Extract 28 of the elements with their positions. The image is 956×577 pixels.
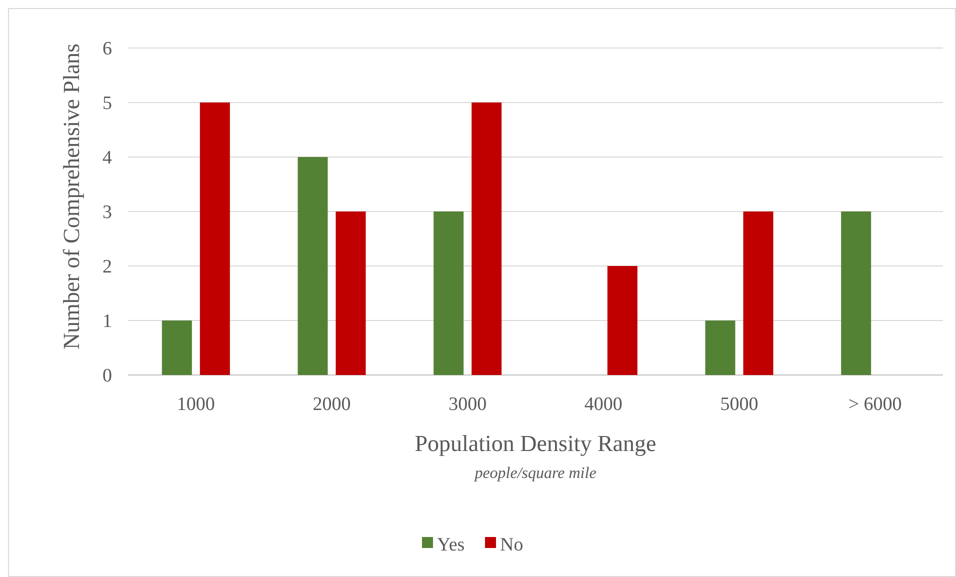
x-tick-label: 2000: [312, 394, 351, 415]
x-tick-label: 3000: [448, 394, 487, 415]
y-tick-label: 6: [102, 38, 112, 60]
bar: [200, 102, 230, 375]
y-tick-label: 4: [102, 148, 112, 169]
x-tick-label: 4000: [584, 394, 622, 415]
x-axis-title: Population Density Range: [414, 431, 656, 456]
y-tick-label: 5: [102, 93, 112, 114]
bar: [607, 266, 638, 375]
bar: [336, 212, 366, 375]
legend-label: Yes: [437, 534, 465, 556]
bar: [162, 320, 192, 375]
y-tick-label: 2: [102, 256, 112, 278]
x-tick-label: > 6000: [848, 394, 902, 415]
y-axis-title: Number of Comprehensive Plans: [59, 43, 84, 350]
bar: [472, 102, 502, 375]
bar: [705, 320, 736, 375]
x-tick-label: 1000: [176, 394, 215, 415]
bar: [743, 212, 774, 375]
y-tick-label: 3: [102, 202, 112, 224]
bar: [298, 157, 328, 375]
y-tick-label: 1: [102, 311, 112, 332]
x-tick-label: 5000: [720, 394, 758, 415]
bar: [841, 212, 872, 375]
bar: [434, 212, 464, 375]
text: people/square mile: [474, 465, 596, 482]
y-tick-label: 0: [102, 366, 112, 387]
legend-label: No: [500, 534, 524, 556]
